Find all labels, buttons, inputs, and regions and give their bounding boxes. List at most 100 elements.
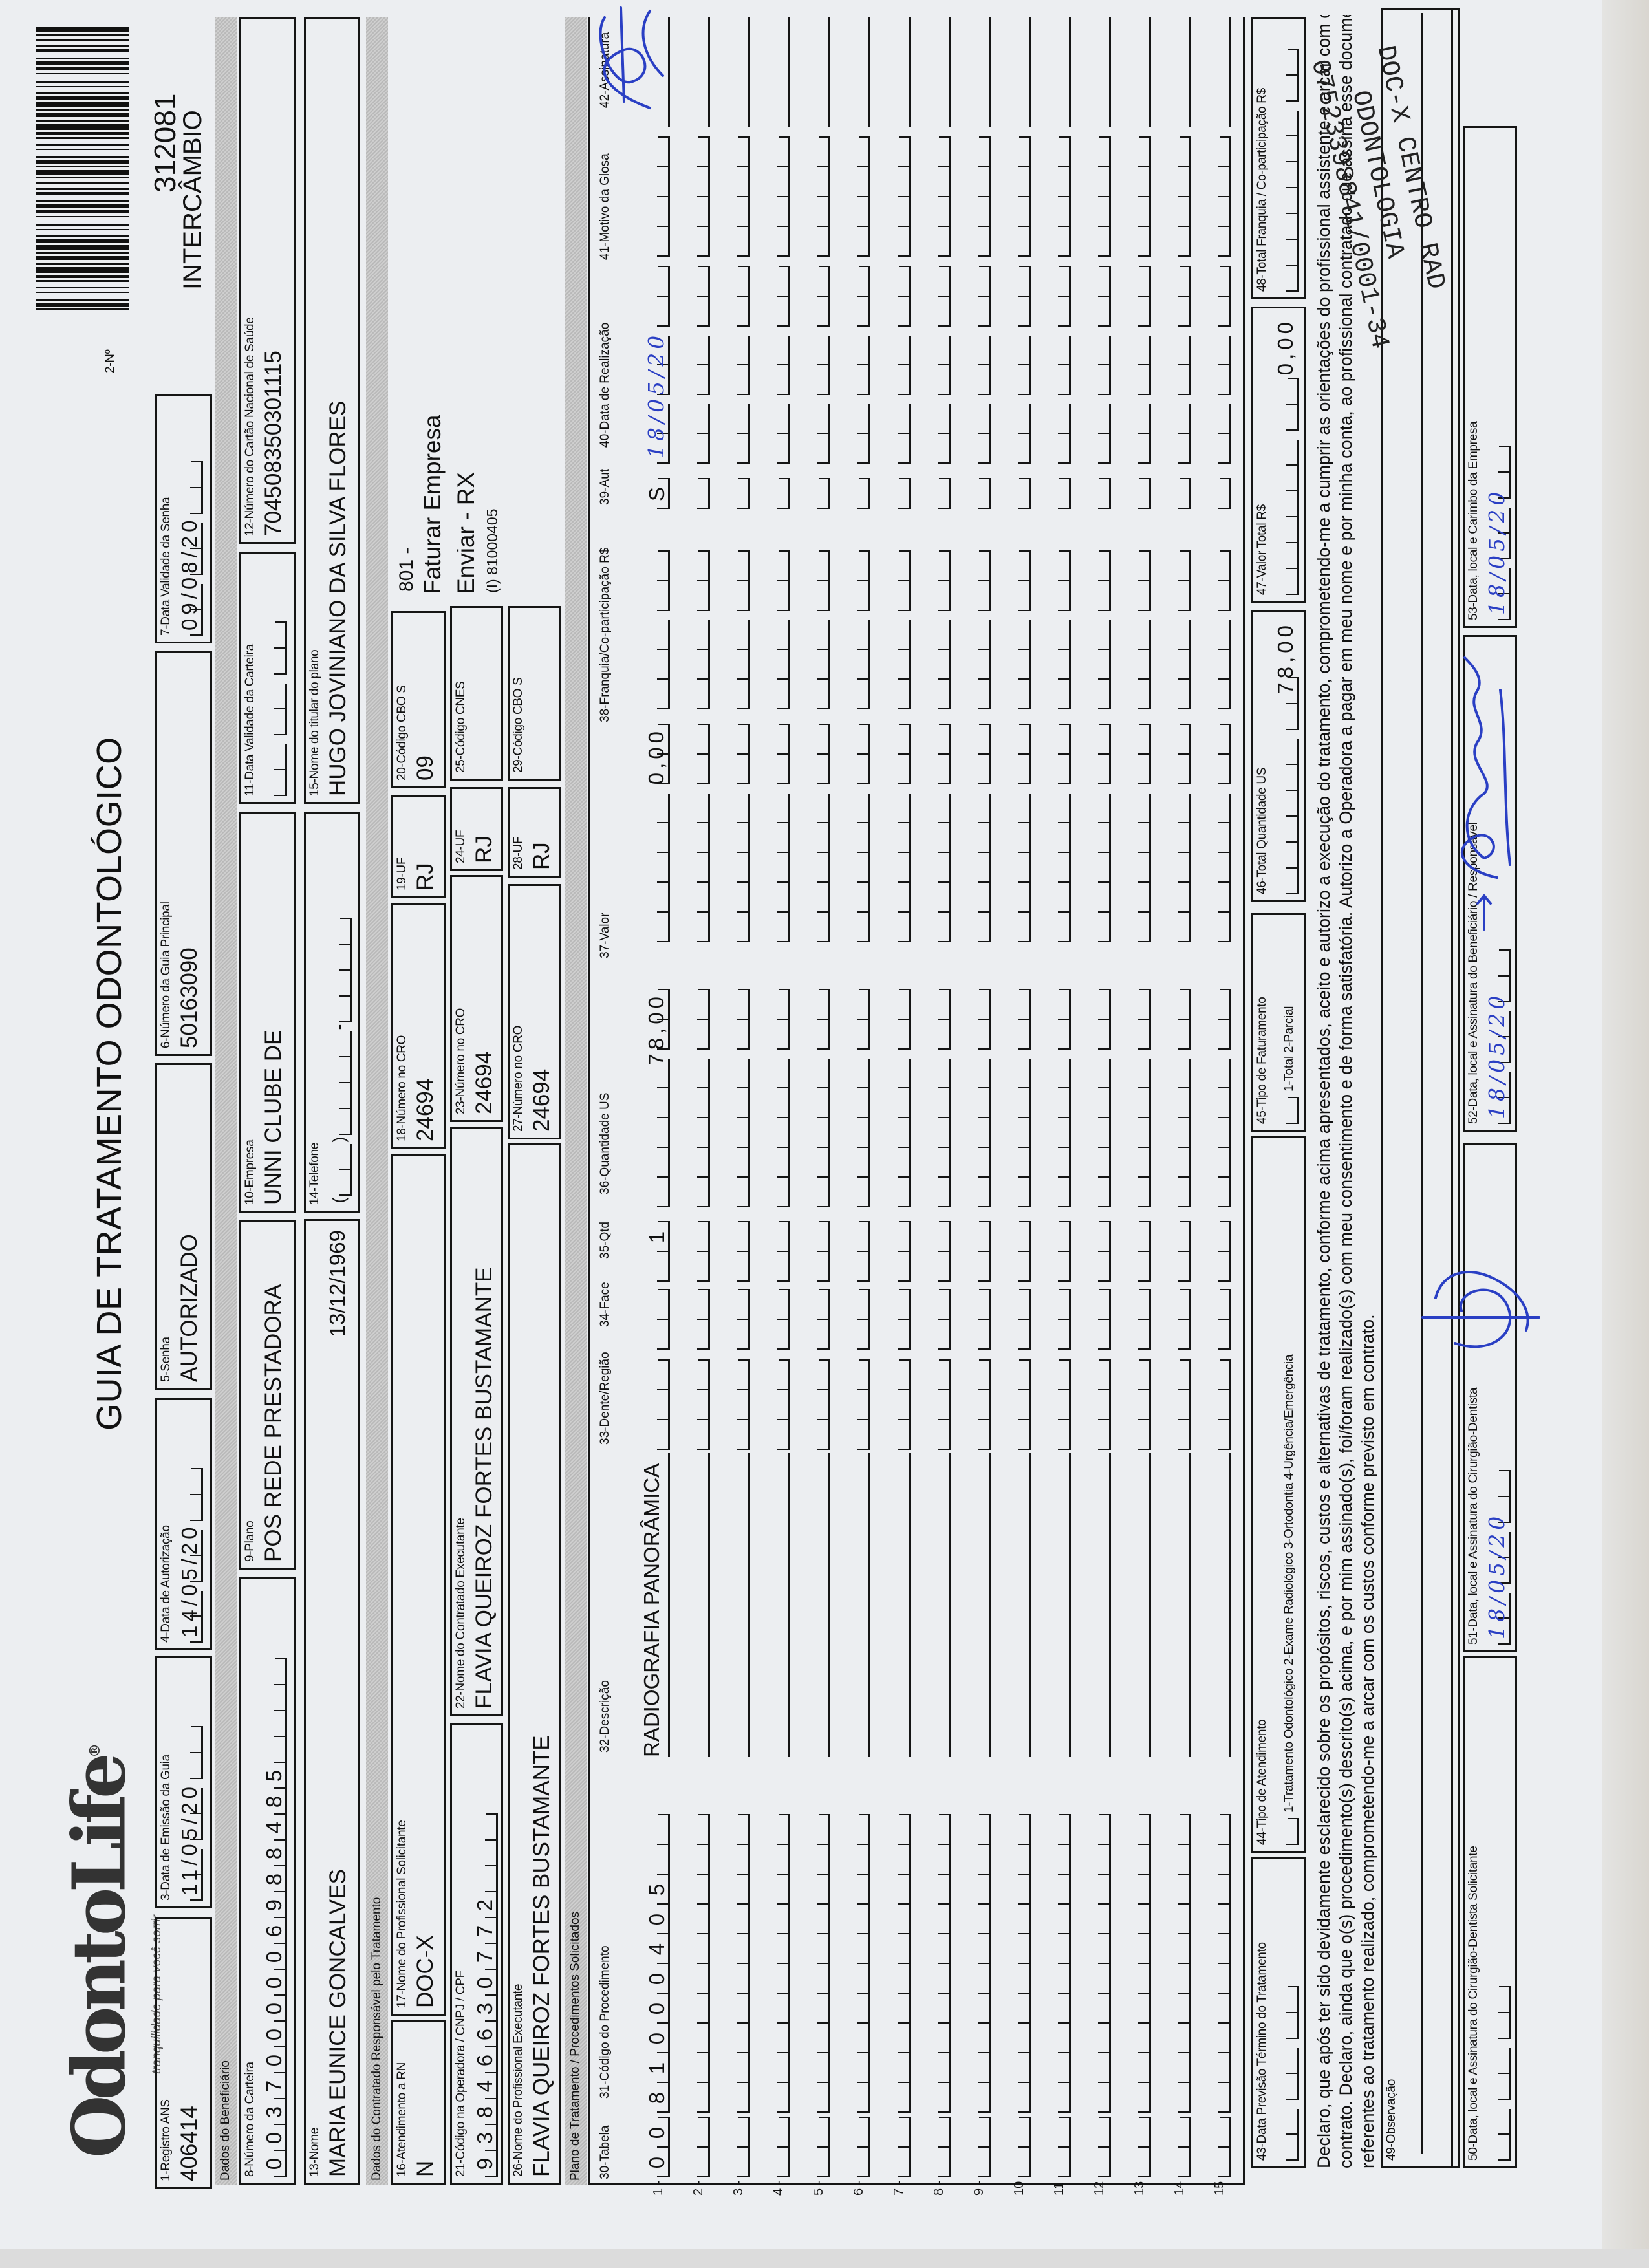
cell-qtd-us[interactable]: [804, 989, 830, 1207]
cell-franquia[interactable]: [644, 550, 670, 709]
cell-glosa[interactable]: [1165, 136, 1191, 257]
cell-descricao[interactable]: [756, 1453, 790, 1757]
cell-descricao[interactable]: [876, 1453, 911, 1757]
cnes-field[interactable]: 25-Código CNES: [450, 606, 503, 781]
cell-dente[interactable]: [845, 1359, 870, 1450]
cell-dente[interactable]: [1005, 1359, 1031, 1450]
cell-qtd-us[interactable]: [1005, 989, 1031, 1207]
cell-valor[interactable]: [804, 724, 830, 942]
cell-glosa[interactable]: [845, 136, 870, 257]
cell-qtd[interactable]: [684, 1221, 710, 1282]
cell-assinatura[interactable]: [1037, 17, 1071, 127]
cell-codigo[interactable]: [764, 1814, 790, 2113]
carimbo-empresa-field[interactable]: 53-Data, local e Carimbo da Empresa 18/05…: [1463, 126, 1517, 628]
cell-dente[interactable]: [804, 1359, 830, 1450]
cell-qtd[interactable]: [925, 1221, 951, 1282]
cell-assinatura[interactable]: [716, 17, 750, 127]
cell-assinatura[interactable]: [876, 17, 911, 127]
cbo-solicitante-field[interactable]: 20-Código CBO S 09: [391, 611, 446, 788]
cell-face[interactable]: [724, 1289, 750, 1350]
carteira-field[interactable]: 8-Número da Carteira 0 0 3 7 0 0 0 0 0 6 9 8 8 4 8 5: [239, 1577, 296, 2185]
nome-field[interactable]: 13-Nome MARIA EUNICE GONCALVES 13/12/1969: [304, 1219, 360, 2185]
cell-franquia[interactable]: [1205, 550, 1231, 709]
cell-dente[interactable]: [885, 1359, 911, 1450]
assinatura-solicitante-field[interactable]: 50-Data, local e Assinatura do Cirurgião…: [1463, 1656, 1517, 2168]
cell-franquia[interactable]: [1085, 550, 1111, 709]
uf-contratado-field[interactable]: 24-UF RJ: [450, 787, 503, 871]
cell-glosa[interactable]: [1205, 136, 1231, 257]
cell-glosa[interactable]: [1085, 136, 1111, 257]
cell-franquia[interactable]: [885, 550, 911, 709]
cell-descricao[interactable]: [1117, 1453, 1151, 1757]
cell-glosa[interactable]: [925, 136, 951, 257]
cartao-nacional-saude-field[interactable]: 12-Número do Cartão Nacional de Saúde 704…: [239, 17, 296, 544]
cell-codigo[interactable]: [1085, 1814, 1111, 2113]
cell-assinatura[interactable]: [1197, 17, 1231, 127]
cell-qtd[interactable]: [724, 1221, 750, 1282]
cell-codigo[interactable]: [724, 1814, 750, 2113]
previsao-termino-field[interactable]: 43-Data Previsão Término do Tratamento: [1251, 1857, 1306, 2168]
data-autorizacao-field[interactable]: 4-Data de Autorização 14/05/20: [155, 1398, 212, 1650]
assinatura-dentista-field[interactable]: 51-Data, local e Assinatura do Cirurgião…: [1463, 1143, 1517, 1652]
valor-total-field[interactable]: 47-Valor Total R$ 0,00: [1251, 307, 1306, 603]
option-cell[interactable]: [1273, 1097, 1299, 1124]
cell-tabela[interactable]: [804, 2117, 830, 2177]
total-quantidade-us-field[interactable]: 46-Total Quantidade US 78,00: [1251, 610, 1306, 902]
cell-codigo[interactable]: [845, 1814, 870, 2113]
cell-descricao[interactable]: [1157, 1453, 1191, 1757]
validade-senha-field[interactable]: 7-Data Validade da Senha 09/08/20: [155, 394, 212, 643]
cell-descricao[interactable]: [716, 1453, 750, 1757]
cell-assinatura[interactable]: [756, 17, 790, 127]
cell-qtd-us[interactable]: [764, 989, 790, 1207]
cro-solicitante-field[interactable]: 18-Número no CRO 24694: [391, 903, 446, 1149]
plano-field[interactable]: 9-Plano POS REDE PRESTADORA: [239, 1220, 296, 1570]
cell-qtd[interactable]: [1085, 1221, 1111, 1282]
cro-executante-field[interactable]: 27-Número no CRO 24694: [508, 884, 561, 1139]
cell-dente[interactable]: [644, 1359, 670, 1450]
cell-glosa[interactable]: [764, 136, 790, 257]
cell-aut[interactable]: [965, 478, 991, 509]
cell-descricao[interactable]: [997, 1453, 1031, 1757]
cell-codigo[interactable]: [684, 1814, 710, 2113]
cell-codigo[interactable]: [1165, 1814, 1191, 2113]
cell-glosa[interactable]: [1005, 136, 1031, 257]
cell-data[interactable]: [1085, 266, 1111, 464]
cell-tabela[interactable]: [1165, 2117, 1191, 2177]
cell-aut[interactable]: [764, 478, 790, 509]
cell-valor[interactable]: [925, 724, 951, 942]
cell-qtd-us[interactable]: [684, 989, 710, 1207]
cell-descricao[interactable]: [1037, 1453, 1071, 1757]
cell-qtd-us[interactable]: [885, 989, 911, 1207]
cell-valor[interactable]: [1045, 724, 1071, 942]
tipo-faturamento-field[interactable]: 45-Tipo de Faturamento 1-Total 2-Parcial: [1251, 913, 1306, 1132]
empresa-field[interactable]: 10-Empresa UNNI CLUBE DE: [239, 812, 296, 1213]
cell-descricao[interactable]: [916, 1453, 951, 1757]
cell-franquia[interactable]: [965, 550, 991, 709]
cell-glosa[interactable]: [885, 136, 911, 257]
cell-glosa[interactable]: [684, 136, 710, 257]
cell-valor[interactable]: [1005, 724, 1031, 942]
cell-franquia[interactable]: [684, 550, 710, 709]
cell-glosa[interactable]: [644, 136, 670, 257]
cell-qtd[interactable]: [1125, 1221, 1151, 1282]
cell-assinatura[interactable]: [676, 17, 710, 127]
cell-tabela[interactable]: [845, 2117, 870, 2177]
cell-franquia[interactable]: [804, 550, 830, 709]
cell-valor[interactable]: [684, 724, 710, 942]
cell-tabela[interactable]: [1205, 2117, 1231, 2177]
cell-qtd-us[interactable]: [1085, 989, 1111, 1207]
cell-face[interactable]: [764, 1289, 790, 1350]
cell-glosa[interactable]: [724, 136, 750, 257]
cell-tabela[interactable]: [925, 2117, 951, 2177]
cell-data[interactable]: [1165, 266, 1191, 464]
cell-face[interactable]: [644, 1289, 670, 1350]
cell-qtd[interactable]: [965, 1221, 991, 1282]
cell-dente[interactable]: [1165, 1359, 1191, 1450]
cell-face[interactable]: [1125, 1289, 1151, 1350]
cell-codigo[interactable]: [965, 1814, 991, 2113]
cell-tabela[interactable]: [885, 2117, 911, 2177]
guia-principal-field[interactable]: 6-Número da Guia Principal 50163090: [155, 651, 212, 1056]
cell-face[interactable]: [1005, 1289, 1031, 1350]
